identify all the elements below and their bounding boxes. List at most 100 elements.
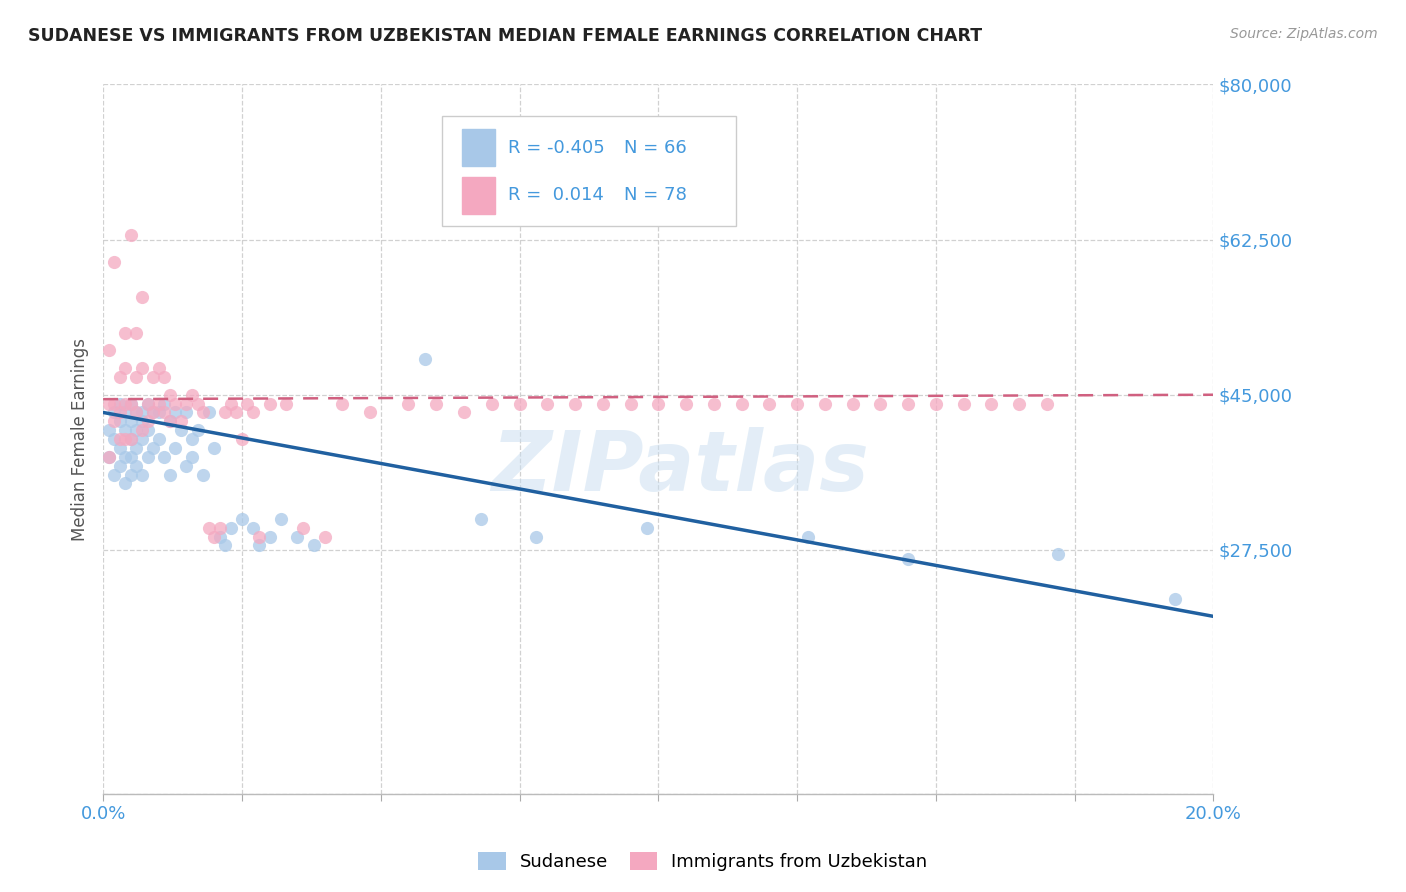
Point [758,396,780,410]
Point [186,423,208,437]
Point [131,423,153,437]
Point [703,396,725,410]
Point [159,467,181,482]
Point [730,396,752,410]
Point [242,405,264,419]
Point [114,450,136,464]
Point [952,396,974,410]
Point [153,370,176,384]
Point [103,405,125,419]
Point [647,396,669,410]
Point [1163,591,1185,606]
Point [176,405,198,419]
Point [148,361,170,376]
FancyBboxPatch shape [441,116,735,227]
Point [97,423,120,437]
Point [197,405,219,419]
Point [120,432,142,446]
Point [314,530,336,544]
Point [125,441,148,455]
Bar [461,129,495,166]
Text: ZIPatlas: ZIPatlas [492,427,869,508]
Point [108,414,131,428]
Point [125,405,148,419]
Point [291,521,314,535]
Point [259,396,281,410]
Point [287,530,309,544]
Point [142,405,165,419]
Point [202,530,225,544]
Text: Source: ZipAtlas.com: Source: ZipAtlas.com [1230,27,1378,41]
Point [508,396,530,410]
Point [103,414,125,428]
Point [148,396,170,410]
Point [120,396,142,410]
Point [142,405,165,419]
Point [270,512,292,526]
Text: N = 78: N = 78 [624,186,688,204]
Point [214,405,236,419]
Point [125,370,148,384]
Point [103,467,125,482]
Point [1036,396,1059,410]
Point [120,414,142,428]
Point [125,423,148,437]
Point [219,396,242,410]
Point [120,228,142,243]
Point [276,396,298,410]
Point [302,538,325,552]
Point [97,343,120,358]
Point [159,414,181,428]
Point [120,467,142,482]
Point [470,512,492,526]
Point [131,405,153,419]
Point [208,521,231,535]
Point [398,396,420,410]
Point [148,432,170,446]
Point [131,432,153,446]
Point [136,450,159,464]
Point [165,441,187,455]
Point [114,396,136,410]
Point [536,396,558,410]
Point [114,476,136,491]
Point [925,396,948,410]
Point [136,396,159,410]
Point [170,414,193,428]
Bar [461,177,495,213]
Point [1008,396,1031,410]
Point [425,396,447,410]
Point [136,414,159,428]
Y-axis label: Median Female Earnings: Median Female Earnings [72,337,89,541]
Point [159,414,181,428]
Point [125,405,148,419]
Point [108,432,131,446]
Point [136,423,159,437]
Point [108,405,131,419]
Point [120,396,142,410]
Point [181,432,204,446]
Point [114,361,136,376]
Point [142,441,165,455]
Point [120,432,142,446]
Point [786,396,808,410]
Point [153,405,176,419]
Point [897,396,920,410]
Point [675,396,697,410]
Point [231,432,253,446]
Point [453,405,475,419]
Point [413,352,436,367]
Point [564,396,586,410]
Point [148,405,170,419]
Point [208,530,231,544]
Point [841,396,863,410]
Text: R =  0.014: R = 0.014 [509,186,605,204]
Point [108,458,131,473]
Point [114,326,136,340]
Point [114,405,136,419]
Point [524,530,547,544]
Point [191,405,214,419]
Point [225,405,247,419]
Point [159,388,181,402]
Point [103,254,125,268]
